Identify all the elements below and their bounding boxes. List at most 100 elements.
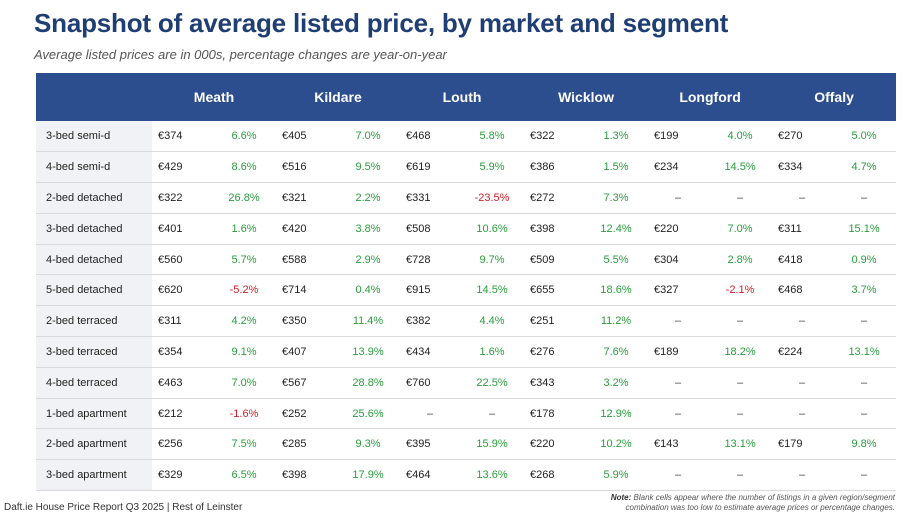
change-cell: 13.6% [460,459,525,492]
change-cell: 7.5% [212,428,277,461]
table-row: 2-bed terraced €311 4.2% €350 11.4% €382 4.4% €… [36,305,897,338]
price-cell: €179 [772,428,833,461]
price-cell: €311 [772,213,833,245]
change-cell: 28.8% [336,367,401,399]
price-cell: – [400,398,461,430]
change-cell: -23.5% [460,182,525,214]
change-cell: 5.8% [460,121,525,153]
change-cell: 2.2% [336,182,401,214]
change-cell: – [832,182,897,214]
price-cell: €270 [772,121,833,153]
table-row: 2-bed detached €322 26.8% €321 2.2% €331 -23.5… [36,182,897,214]
footnote: Note: Blank cells appear where the numbe… [595,493,895,513]
change-cell: 9.8% [832,428,897,461]
price-cell: €322 [524,121,585,153]
change-cell: 5.9% [584,459,649,492]
change-cell: -1.6% [212,398,277,430]
change-cell: 9.5% [336,151,401,184]
price-cell: €418 [772,244,833,276]
price-cell: €464 [400,459,461,492]
price-cell: – [772,367,833,399]
price-cell: €272 [524,182,585,214]
change-cell: 25.6% [336,398,401,430]
segment-label: 3-bed detached [36,213,152,245]
price-cell: €327 [648,274,709,307]
price-cell: €329 [152,459,212,492]
price-cell: €252 [276,398,337,430]
change-cell: 7.0% [336,121,401,153]
change-cell: 6.6% [212,121,277,153]
price-cell: €463 [152,367,212,399]
price-cell: – [648,367,709,399]
table-row: 5-bed detached €620 -5.2% €714 0.4% €915 14.5%… [36,274,897,307]
segment-label: 3-bed apartment [36,459,152,492]
price-cell: €560 [152,244,212,276]
price-cell: €224 [772,336,833,368]
change-cell: 7.6% [584,336,649,368]
table-row: 4-bed terraced €463 7.0% €567 28.8% €760 22.5%… [36,367,897,399]
segment-label: 5-bed detached [36,274,152,307]
price-cell: €321 [276,182,337,214]
price-cell: – [772,182,833,214]
price-cell: €251 [524,305,585,338]
price-cell: – [648,398,709,430]
price-cell: €212 [152,398,212,430]
change-cell: 5.5% [584,244,649,276]
change-cell: -5.2% [212,274,277,307]
change-cell: 5.0% [832,121,897,153]
price-cell: €143 [648,428,709,461]
header-market: Wicklow [524,73,649,121]
change-cell: 10.2% [584,428,649,461]
price-cell: €468 [400,121,461,153]
price-cell: – [648,182,709,214]
change-cell: 3.2% [584,367,649,399]
change-cell: 12.4% [584,213,649,245]
segment-label: 4-bed terraced [36,367,152,399]
header-market: Meath [152,73,277,121]
price-cell: €401 [152,213,212,245]
change-cell: – [460,398,525,430]
change-cell: 13.1% [832,336,897,368]
table-row: 3-bed apartment €329 6.5% €398 17.9% €464 13.6… [36,459,897,492]
price-cell: €386 [524,151,585,184]
change-cell: 3.7% [832,274,897,307]
change-cell: – [708,459,773,492]
change-cell: 4.7% [832,151,897,184]
change-cell: 9.7% [460,244,525,276]
page-subtitle: Average listed prices are in 000s, perce… [34,47,447,62]
change-cell: 9.3% [336,428,401,461]
price-cell: €760 [400,367,461,399]
segment-label: 3-bed semi-d [36,121,152,153]
change-cell: 3.8% [336,213,401,245]
price-cell: €268 [524,459,585,492]
price-cell: €350 [276,305,337,338]
change-cell: 1.5% [584,151,649,184]
table-header-row: Meath Kildare Louth Wicklow Longford Off… [36,73,897,121]
price-cell: €516 [276,151,337,184]
price-cell: €199 [648,121,709,153]
table-row: 3-bed terraced €354 9.1% €407 13.9% €434 1.6% €… [36,336,897,368]
segment-label: 1-bed apartment [36,398,152,430]
header-market: Louth [400,73,525,121]
change-cell: 13.1% [708,428,773,461]
table-row: 1-bed apartment €212 -1.6% €252 25.6% – – €178 1… [36,398,897,430]
price-cell: €220 [648,213,709,245]
price-cell: €508 [400,213,461,245]
source-footer: Daft.ie House Price Report Q3 2025 | Res… [4,502,243,513]
header-market: Offaly [772,73,897,121]
change-cell: 18.2% [708,336,773,368]
price-cell: €276 [524,336,585,368]
price-cell: €714 [276,274,337,307]
price-cell: €398 [524,213,585,245]
table-row: 3-bed detached €401 1.6% €420 3.8% €508 10.6% €… [36,213,897,245]
change-cell: 14.5% [708,151,773,184]
change-cell: 1.6% [212,213,277,245]
price-table: Meath Kildare Louth Wicklow Longford Off… [36,73,897,492]
change-cell: – [832,398,897,430]
price-cell: €509 [524,244,585,276]
price-cell: €429 [152,151,212,184]
price-cell: €331 [400,182,461,214]
change-cell: 5.9% [460,151,525,184]
change-cell: 7.3% [584,182,649,214]
change-cell: – [832,459,897,492]
